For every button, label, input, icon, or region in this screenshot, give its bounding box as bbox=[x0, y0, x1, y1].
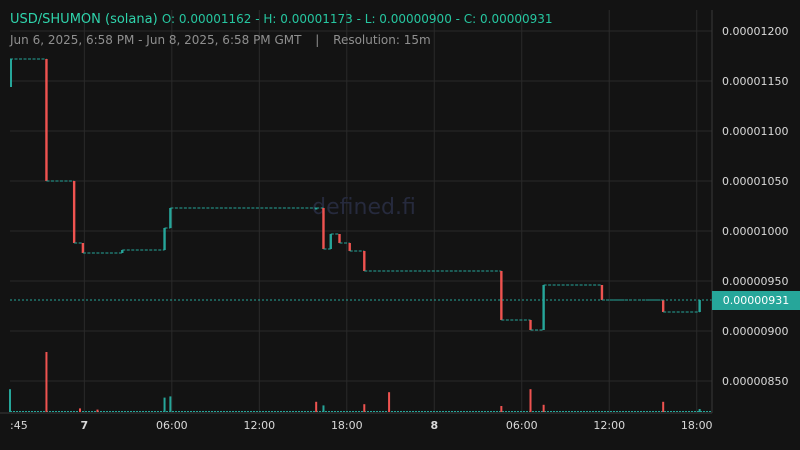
volume-bar bbox=[322, 405, 325, 412]
volume-bar bbox=[163, 397, 166, 412]
price-tick-label: 0.00000950 bbox=[722, 275, 788, 288]
down-candle bbox=[600, 285, 604, 300]
down-candle bbox=[661, 300, 665, 312]
resolution-label: Resolution: 15m bbox=[333, 33, 431, 47]
time-tick-label: 06:00 bbox=[506, 419, 538, 432]
down-candle bbox=[81, 243, 85, 253]
up-candle bbox=[163, 228, 166, 250]
time-tick-label: 18:00 bbox=[681, 419, 713, 432]
volume-bar bbox=[78, 408, 81, 412]
up-candle bbox=[698, 300, 701, 312]
price-axis[interactable]: 0.00000850 0.00000900 0.00000950 0.00001000… bbox=[722, 25, 788, 388]
time-tick-label: 06:00 bbox=[156, 419, 188, 432]
pair-name: USD/SHUMON (solana) bbox=[10, 12, 158, 27]
volume-bar bbox=[9, 389, 11, 412]
price-tick-label: 0.00001150 bbox=[722, 75, 788, 88]
volume-bar bbox=[529, 389, 532, 412]
header-separator: | bbox=[315, 33, 320, 47]
volume-bar bbox=[169, 396, 172, 412]
down-candle bbox=[529, 320, 532, 330]
down-candle bbox=[500, 271, 503, 320]
down-candle bbox=[322, 208, 325, 249]
title-line: USD/SHUMON (solana) O: 0.00001162 - H: 0… bbox=[10, 11, 553, 28]
date-range: Jun 6, 2025, 6:58 PM - Jun 8, 2025, 6:58… bbox=[10, 33, 302, 47]
up-candle bbox=[314, 208, 318, 210]
subtitle-line: Jun 6, 2025, 6:58 PM - Jun 8, 2025, 6:58… bbox=[10, 33, 553, 48]
price-line-series bbox=[10, 58, 701, 331]
price-tick-label: 0.00000850 bbox=[722, 375, 788, 388]
time-tick-label: :45 bbox=[10, 419, 28, 432]
volume-bar bbox=[45, 352, 48, 412]
volume-bar bbox=[363, 404, 366, 412]
down-candle bbox=[72, 181, 76, 243]
time-tick-label: 12:00 bbox=[593, 419, 625, 432]
volume-bar bbox=[542, 404, 545, 412]
up-candle bbox=[10, 59, 12, 87]
down-candle bbox=[45, 59, 48, 181]
price-tick-label: 0.00001100 bbox=[722, 125, 788, 138]
volume-series bbox=[9, 352, 712, 412]
price-tick-label: 0.00001050 bbox=[722, 175, 788, 188]
volume-bar bbox=[388, 392, 391, 412]
chart-header: USD/SHUMON (solana) O: 0.00001162 - H: 0… bbox=[10, 11, 553, 48]
volume-bar bbox=[96, 409, 99, 412]
time-tick-label: 7 bbox=[81, 419, 89, 432]
time-tick-label: 18:00 bbox=[331, 419, 363, 432]
down-candle bbox=[348, 243, 351, 251]
grid-lines bbox=[10, 10, 712, 413]
watermark-text: defined.fi bbox=[312, 195, 416, 220]
time-tick-label: 12:00 bbox=[243, 419, 275, 432]
volume-bar bbox=[698, 409, 701, 412]
ohlc-readout: O: 0.00001162 - H: 0.00001173 - L: 0.000… bbox=[161, 12, 553, 26]
volume-bar bbox=[500, 406, 503, 412]
down-candle bbox=[363, 251, 366, 271]
up-candle bbox=[542, 285, 545, 330]
price-tick-label: 0.00001200 bbox=[722, 25, 788, 38]
up-candle bbox=[169, 208, 172, 228]
down-candle bbox=[338, 234, 341, 243]
up-candle bbox=[121, 250, 124, 253]
up-candle bbox=[329, 234, 332, 249]
volume-bar bbox=[315, 401, 318, 412]
price-tick-label: 0.00000900 bbox=[722, 325, 788, 338]
price-tick-label: 0.00001000 bbox=[722, 225, 788, 238]
time-axis[interactable]: :45 7 06:00 12:00 18:00 8 06:00 12:00 18:00 bbox=[10, 419, 713, 432]
current-price-badge: 0.00000931 bbox=[712, 290, 800, 310]
time-tick-label: 8 bbox=[430, 419, 438, 432]
volume-bar bbox=[662, 401, 665, 412]
